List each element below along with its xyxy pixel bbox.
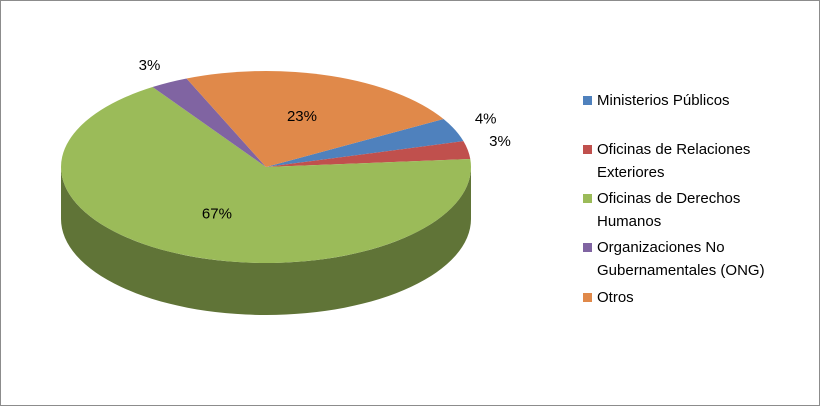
pie-slice — [266, 119, 464, 167]
pie-side — [61, 167, 471, 315]
legend-item: Oficinas de Derechos Humanos — [583, 187, 783, 233]
legend-swatch — [583, 145, 592, 154]
legend-label: Oficinas de Relaciones Exteriores — [597, 141, 751, 181]
pie-slice — [266, 141, 471, 167]
legend-label: Oficinas de Derechos Humanos — [597, 190, 741, 230]
data-label: 3% — [489, 133, 511, 150]
legend-label: Ministerios Públicos — [597, 92, 730, 109]
pie-slice — [61, 87, 471, 264]
legend-label: Organizaciones No Gubernamentales (ONG) — [597, 239, 765, 279]
pie-slice — [186, 71, 444, 167]
legend-item: Ministerios Públicos — [583, 89, 783, 112]
legend-item: Organizaciones No Gubernamentales (ONG) — [583, 236, 783, 282]
legend-item: Otros — [583, 286, 783, 309]
data-label: 4% — [475, 110, 497, 127]
legend-swatch — [583, 194, 592, 203]
legend-swatch — [583, 243, 592, 252]
legend-item: Oficinas de Relaciones Exteriores — [583, 138, 783, 184]
data-label: 67% — [202, 206, 232, 223]
data-label: 3% — [139, 57, 161, 74]
pie-slice — [152, 78, 266, 167]
legend-label: Otros — [597, 289, 634, 306]
data-label: 23% — [287, 108, 317, 125]
legend-swatch — [583, 96, 592, 105]
legend-swatch — [583, 293, 592, 302]
